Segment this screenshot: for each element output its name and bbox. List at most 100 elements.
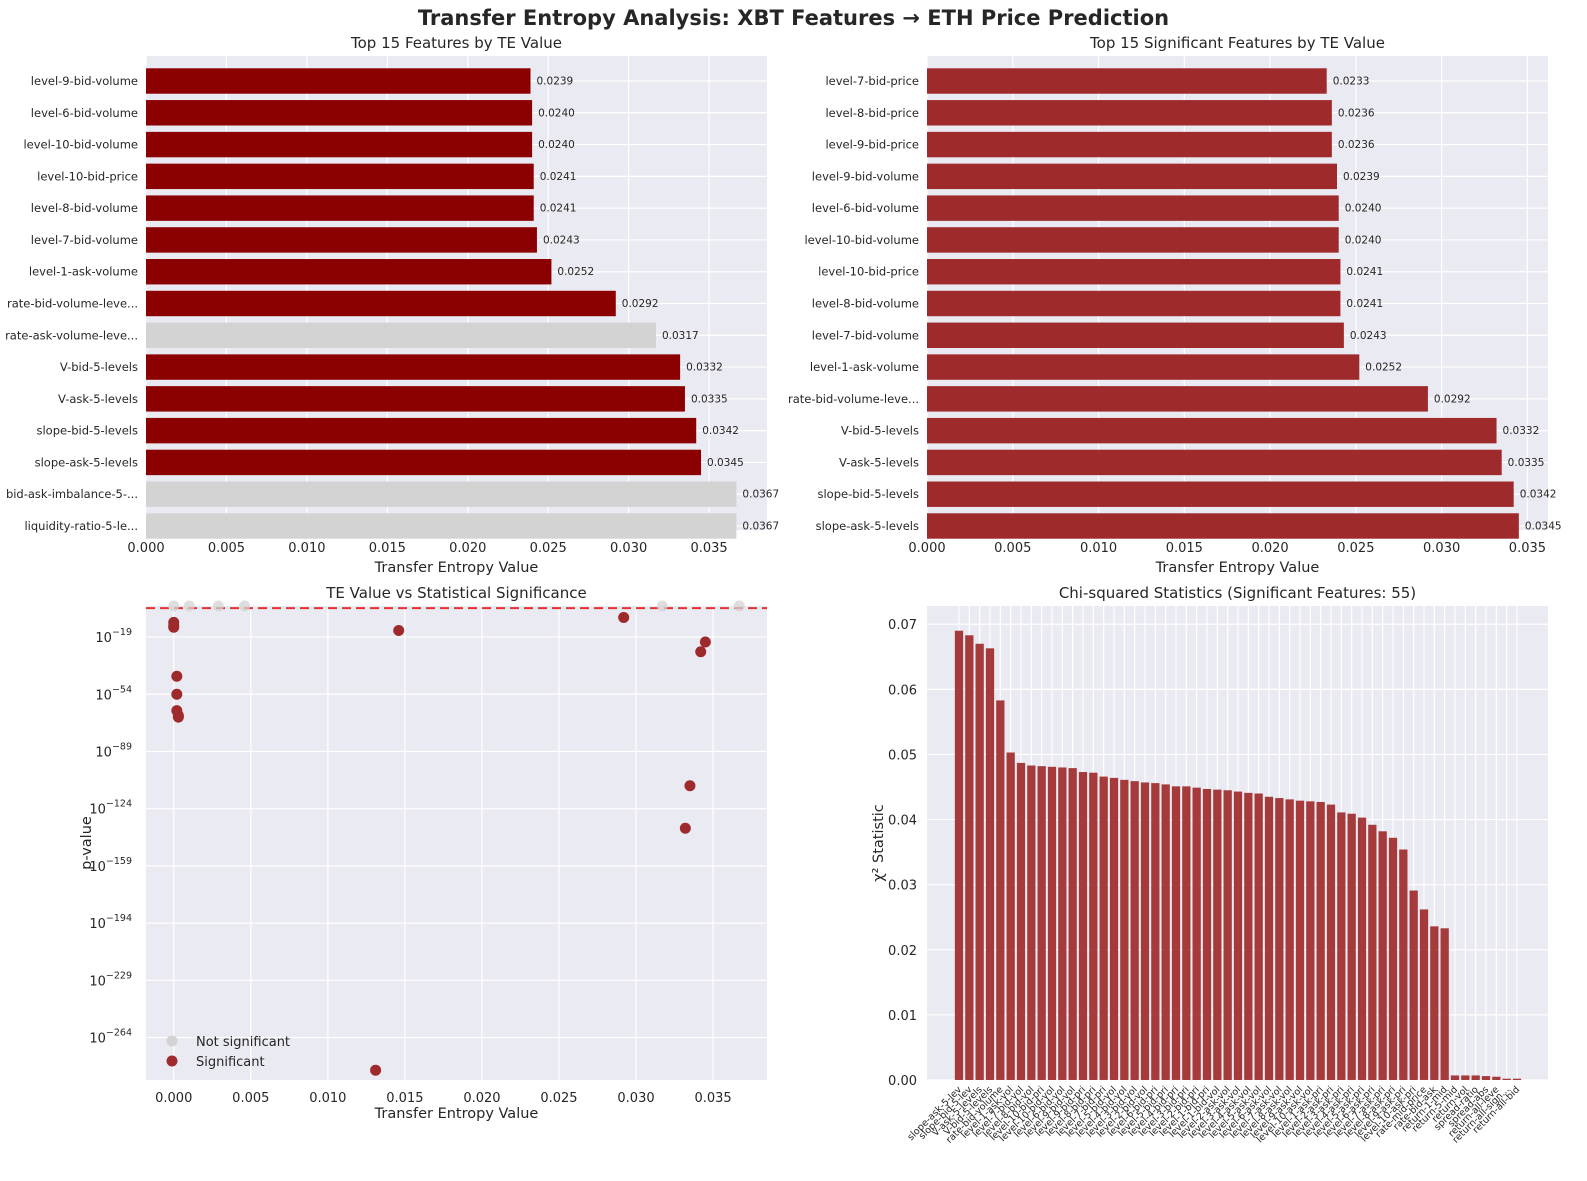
bar xyxy=(927,227,1339,253)
y-tick-label: slope-ask-5-levels xyxy=(35,455,138,469)
y-tick-label: level-10-bid-price xyxy=(37,169,138,183)
bar xyxy=(1078,772,1088,1080)
x-tick-label: 0.025 xyxy=(1337,541,1374,556)
bar-value-label: 0.0342 xyxy=(702,425,739,437)
bar-value-label: 0.0240 xyxy=(538,139,575,151)
bar-value-label: 0.0240 xyxy=(1345,234,1382,246)
bar xyxy=(1275,798,1284,1080)
bar xyxy=(927,259,1341,285)
scatter-point-significant xyxy=(171,688,183,700)
y-tick-label: 0.01 xyxy=(888,1009,917,1024)
bar-value-label: 0.0335 xyxy=(691,393,728,405)
bar xyxy=(1337,812,1346,1080)
x-tick-label: 0.015 xyxy=(1166,541,1203,556)
bar-value-label: 0.0332 xyxy=(686,362,723,374)
y-tick-label: level-9-bid-price xyxy=(825,138,919,152)
y-tick-exponent: −264 xyxy=(106,1028,132,1039)
x-tick-label: 0.020 xyxy=(1251,541,1288,556)
chart-title: Chi-squared Statistics (Significant Feat… xyxy=(1059,584,1416,602)
scatter-point-significant xyxy=(679,822,691,834)
bar xyxy=(1264,796,1274,1080)
bar xyxy=(1099,776,1108,1080)
bar xyxy=(927,100,1332,126)
bar xyxy=(1037,766,1046,1080)
scatter-point-not-significant xyxy=(733,600,745,612)
bar-value-label: 0.0243 xyxy=(1350,330,1387,342)
y-tick-label: 10−89 xyxy=(95,741,132,760)
bar xyxy=(927,417,1497,444)
y-tick-exponent: −159 xyxy=(106,856,132,867)
bar xyxy=(1244,792,1253,1080)
scatter-point-not-significant xyxy=(183,600,195,612)
legend-marker-not-significant xyxy=(166,1035,178,1047)
scatter-point-not-significant xyxy=(656,600,668,612)
bar xyxy=(1109,777,1119,1080)
bar-value-label: 0.0252 xyxy=(1365,362,1402,374)
x-tick-label: 0.000 xyxy=(155,1091,192,1106)
bar xyxy=(1120,779,1129,1080)
bar xyxy=(146,417,697,444)
bar xyxy=(1016,762,1026,1080)
legend-label-not-significant: Not significant xyxy=(196,1035,290,1050)
bar xyxy=(996,700,1005,1080)
bar-value-label: 0.0239 xyxy=(1343,171,1380,183)
bar xyxy=(1378,831,1387,1080)
y-tick-exponent: −19 xyxy=(112,627,132,638)
y-tick-label: level-9-bid-volume xyxy=(31,74,138,88)
bar xyxy=(927,131,1332,158)
y-tick-label: rate-ask-volume-leve... xyxy=(5,328,138,342)
bar xyxy=(1388,837,1398,1080)
bar xyxy=(985,648,995,1080)
y-tick-label: 10−54 xyxy=(95,684,132,703)
bar xyxy=(927,513,1519,539)
bar xyxy=(146,290,616,317)
bar xyxy=(1068,768,1077,1080)
bar xyxy=(1058,767,1067,1080)
x-tick-label: 0.035 xyxy=(690,541,727,556)
bar xyxy=(1285,799,1294,1080)
bar xyxy=(146,195,534,221)
bar xyxy=(1151,783,1160,1080)
bar xyxy=(1399,849,1408,1080)
bar xyxy=(975,643,984,1080)
y-tick-label: level-7-bid-volume xyxy=(31,233,138,247)
bar xyxy=(1440,928,1449,1080)
bar-value-label: 0.0252 xyxy=(557,266,594,278)
bar-value-label: 0.0292 xyxy=(622,298,659,310)
bar xyxy=(1471,1075,1480,1080)
y-tick-label: level-10-bid-volume xyxy=(23,138,138,152)
y-tick-label: rate-bid-volume-leve... xyxy=(7,297,138,311)
scatter-point-significant xyxy=(684,780,696,792)
y-tick-label: 0.00 xyxy=(888,1074,917,1089)
x-tick-label: 0.030 xyxy=(1423,541,1460,556)
bar xyxy=(1316,801,1325,1080)
bar xyxy=(1182,786,1191,1080)
x-axis-label: Transfer Entropy Value xyxy=(374,560,539,576)
figure-title: Transfer Entropy Analysis: XBT Features … xyxy=(417,6,1170,30)
bar-value-label: 0.0345 xyxy=(1525,521,1562,533)
bar-value-label: 0.0241 xyxy=(540,203,577,215)
y-tick-label: 10−159 xyxy=(89,856,132,875)
bar xyxy=(1006,752,1015,1080)
y-tick-label: level-9-bid-volume xyxy=(812,169,919,183)
y-tick-exponent: −194 xyxy=(106,913,132,924)
y-tick-label: V-ask-5-levels xyxy=(839,455,919,469)
y-tick-label: level-10-bid-price xyxy=(818,265,919,279)
bar xyxy=(146,449,702,476)
scatter-point-not-significant xyxy=(212,600,224,612)
bar-value-label: 0.0240 xyxy=(538,107,575,119)
bar-value-label: 0.0240 xyxy=(1345,203,1382,215)
bar-value-label: 0.0236 xyxy=(1338,107,1375,119)
bar-value-label: 0.0233 xyxy=(1333,76,1370,88)
bar xyxy=(927,163,1337,190)
bar xyxy=(146,100,533,126)
x-tick-label: 0.000 xyxy=(127,541,164,556)
y-tick-label: V-ask-5-levels xyxy=(58,392,138,406)
bar xyxy=(1419,909,1429,1080)
bar xyxy=(1027,765,1036,1080)
bar xyxy=(1161,784,1170,1080)
bar xyxy=(1450,1075,1460,1080)
bar xyxy=(927,322,1344,348)
bar-value-label: 0.0239 xyxy=(537,76,574,88)
